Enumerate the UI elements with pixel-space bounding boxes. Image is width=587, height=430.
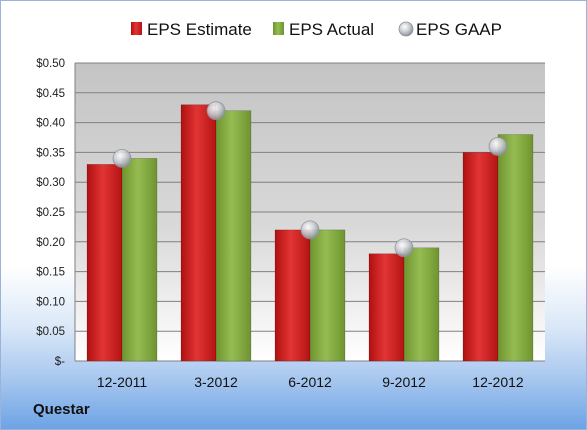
y-tick-label: $0.20 <box>36 237 65 249</box>
x-category-label: 3-2012 <box>194 374 238 390</box>
legend-swatch <box>398 21 414 37</box>
company-name: Questar <box>33 401 90 418</box>
gaap-marker <box>112 148 132 168</box>
legend-label: EPS Estimate <box>147 20 252 39</box>
x-category-label: 12-2012 <box>472 374 524 390</box>
y-tick-label: $0.25 <box>36 207 65 219</box>
legend: EPS Estimate EPS Actual EPS GAAP <box>131 20 502 39</box>
estimate-bar <box>274 229 311 362</box>
legend-swatch <box>273 22 284 35</box>
gaap-marker <box>488 137 508 156</box>
actual-bar <box>215 110 252 362</box>
gaap-markers <box>112 101 508 258</box>
y-tick-label: $- <box>55 356 65 368</box>
legend-label: EPS Actual <box>289 20 374 39</box>
actual-bar <box>497 134 534 362</box>
x-axis-categories: 12-2011 3-2012 6-2012 9-2012 12-2012 <box>97 374 524 390</box>
actual-bar <box>403 247 440 362</box>
bars <box>86 104 534 362</box>
x-category-label: 6-2012 <box>288 374 332 390</box>
legend-label: EPS GAAP <box>416 20 502 39</box>
y-tick-label: $0.45 <box>36 88 65 100</box>
y-tick-label: $0.05 <box>36 326 65 338</box>
y-tick-label: $0.10 <box>36 296 65 308</box>
gaap-marker <box>206 101 226 121</box>
y-tick-label: $0.15 <box>36 267 65 279</box>
y-tick-label: $0.30 <box>36 177 65 189</box>
actual-bar <box>121 158 158 362</box>
y-tick-label: $0.35 <box>36 147 65 159</box>
y-tick-label: $0.50 <box>36 58 65 70</box>
y-axis-ticks: $- $0.05 $0.10 $0.15 $0.20 $0.25 $0.30 $0.35 $0.… <box>36 58 65 368</box>
estimate-bar <box>462 152 499 362</box>
x-category-label: 12-2011 <box>97 374 148 390</box>
legend-swatch <box>131 22 142 35</box>
estimate-bar <box>368 253 405 362</box>
y-tick-label: $0.40 <box>36 118 65 130</box>
estimate-bar <box>86 164 123 362</box>
gaap-marker <box>300 220 320 240</box>
x-category-label: 9-2012 <box>382 374 426 390</box>
estimate-bar <box>180 104 217 362</box>
actual-bar <box>309 229 346 362</box>
gaap-marker <box>394 238 414 258</box>
